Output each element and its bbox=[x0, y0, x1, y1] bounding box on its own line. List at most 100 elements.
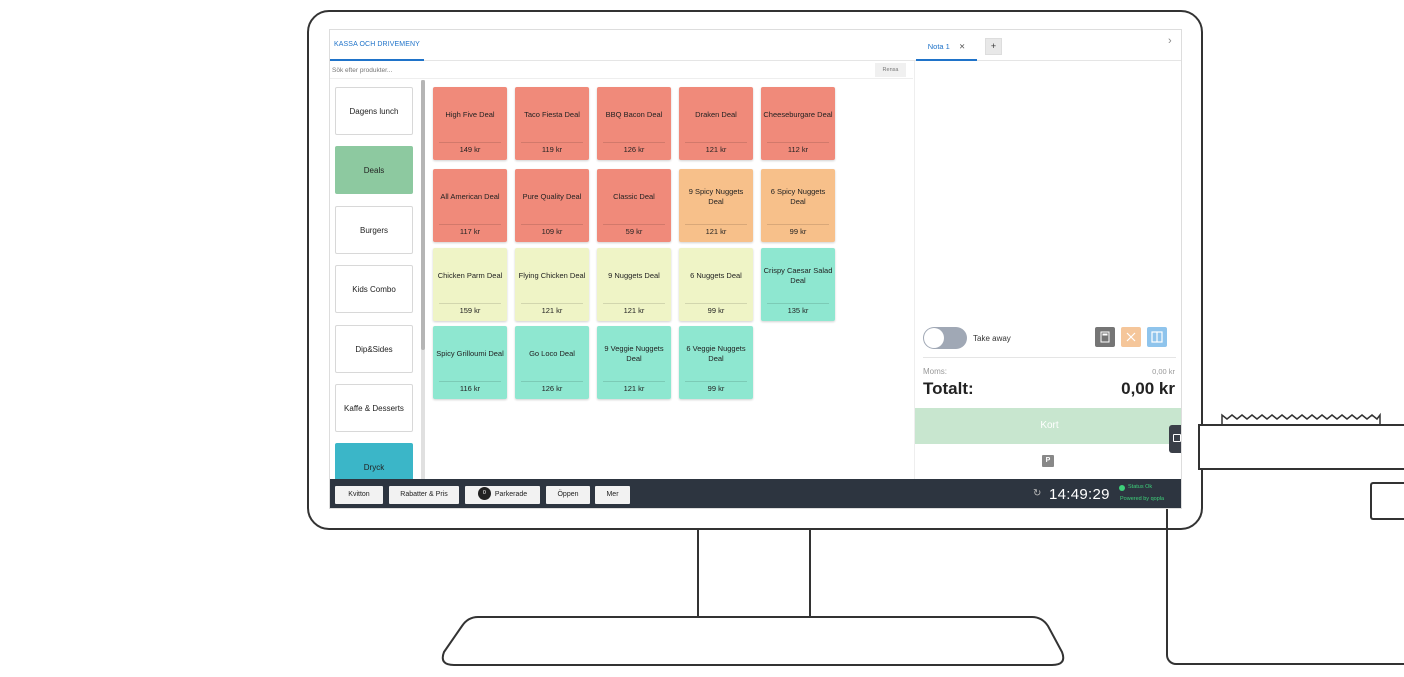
takeaway-label: Take away bbox=[973, 334, 1011, 343]
product-name: Cheeseburgare Deal bbox=[763, 109, 833, 119]
product-price: 121 kr bbox=[521, 303, 583, 317]
total-value: 0,00 kr bbox=[1121, 379, 1175, 398]
product-card[interactable]: Classic Deal 59 kr bbox=[597, 169, 671, 242]
category-dip-sides[interactable]: Dip&Sides bbox=[335, 325, 413, 373]
status-dot-icon bbox=[1119, 485, 1125, 491]
product-name: Taco Fiesta Deal bbox=[524, 109, 580, 119]
category-kids-combo[interactable]: Kids Combo bbox=[335, 265, 413, 313]
product-price: 126 kr bbox=[603, 142, 665, 156]
cancel-icon[interactable] bbox=[1121, 327, 1141, 347]
refresh-icon[interactable]: ↻ bbox=[1033, 488, 1042, 499]
product-card[interactable]: Go Loco Deal 126 kr bbox=[515, 326, 589, 399]
product-price: 121 kr bbox=[685, 142, 747, 156]
product-card[interactable]: Taco Fiesta Deal 119 kr bbox=[515, 87, 589, 160]
status-text: Status Ok bbox=[1128, 484, 1153, 490]
monitor-neck bbox=[697, 529, 699, 617]
open-button[interactable]: Öppen bbox=[546, 486, 590, 504]
side-panel-handle[interactable] bbox=[1169, 425, 1181, 453]
clock: 14:49:29 bbox=[1049, 486, 1110, 503]
product-card[interactable]: Pure Quality Deal 109 kr bbox=[515, 169, 589, 242]
parked-button[interactable]: 0 Parkerade bbox=[465, 486, 540, 504]
category-dryck[interactable]: Dryck bbox=[335, 443, 413, 479]
product-name: Draken Deal bbox=[695, 109, 737, 119]
category-burgers[interactable]: Burgers bbox=[335, 206, 413, 254]
product-price: 149 kr bbox=[439, 142, 501, 156]
product-name: Go Loco Deal bbox=[529, 348, 575, 358]
product-name: Flying Chicken Deal bbox=[518, 270, 586, 280]
product-card[interactable]: 6 Nuggets Deal 99 kr bbox=[679, 248, 753, 321]
product-card[interactable]: Flying Chicken Deal 121 kr bbox=[515, 248, 589, 321]
powered-by: Powered by qopla bbox=[1120, 496, 1165, 502]
parked-label: Parkerade bbox=[494, 491, 528, 498]
product-price: 99 kr bbox=[685, 381, 747, 395]
product-card[interactable]: Cheeseburgare Deal 112 kr bbox=[761, 87, 835, 160]
product-name: Spicy Grilloumi Deal bbox=[436, 348, 504, 358]
product-card[interactable]: Crispy Caesar Salad Deal 135 kr bbox=[761, 248, 835, 321]
category-deals[interactable]: Deals bbox=[335, 146, 413, 194]
toggle-knob bbox=[924, 328, 944, 348]
product-card[interactable]: 6 Veggie Nuggets Deal 99 kr bbox=[679, 326, 753, 399]
product-name: 9 Nuggets Deal bbox=[608, 270, 660, 280]
product-card[interactable]: Spicy Grilloumi Deal 116 kr bbox=[433, 326, 507, 399]
product-price: 119 kr bbox=[521, 142, 583, 156]
product-name: Classic Deal bbox=[613, 191, 655, 201]
product-price: 126 kr bbox=[521, 381, 583, 395]
product-card[interactable]: BBQ Bacon Deal 126 kr bbox=[597, 87, 671, 160]
product-card[interactable]: 9 Nuggets Deal 121 kr bbox=[597, 248, 671, 321]
pay-card-button[interactable]: Kort bbox=[915, 408, 1181, 444]
printer-slot bbox=[1370, 482, 1404, 520]
product-price: 159 kr bbox=[439, 303, 501, 317]
category-scrollbar[interactable] bbox=[421, 80, 425, 479]
product-price: 121 kr bbox=[603, 303, 665, 317]
tab-order[interactable]: Nota 1 ✕ bbox=[916, 30, 977, 61]
add-tab-button[interactable]: + bbox=[985, 38, 1002, 55]
product-price: 117 kr bbox=[439, 224, 501, 238]
product-name: 6 Veggie Nuggets Deal bbox=[686, 343, 746, 363]
calculator-icon[interactable] bbox=[1095, 327, 1115, 347]
receipt-printer bbox=[1198, 424, 1404, 470]
total-label: Totalt: bbox=[923, 379, 974, 398]
tab-bar: KASSA OCH DRIVEMENY Nota 1 ✕ + › bbox=[330, 30, 1181, 61]
product-name: BBQ Bacon Deal bbox=[605, 109, 663, 119]
more-button[interactable]: Mer bbox=[595, 486, 630, 504]
product-card[interactable]: 6 Spicy Nuggets Deal 99 kr bbox=[761, 169, 835, 242]
clear-search-button[interactable]: Rensa bbox=[875, 63, 906, 77]
split-icon[interactable] bbox=[1147, 327, 1167, 347]
search-input[interactable] bbox=[332, 63, 852, 77]
product-price: 109 kr bbox=[521, 224, 583, 238]
tab-menu[interactable]: KASSA OCH DRIVEMENY bbox=[330, 30, 424, 61]
product-price: 121 kr bbox=[685, 224, 747, 238]
product-name: Pure Quality Deal bbox=[522, 191, 582, 201]
product-name: 6 Nuggets Deal bbox=[690, 270, 742, 280]
chevron-right-icon[interactable]: › bbox=[1168, 35, 1172, 47]
search-bar: Rensa bbox=[330, 61, 913, 79]
product-card[interactable]: All American Deal 117 kr bbox=[433, 169, 507, 242]
product-card[interactable]: Draken Deal 121 kr bbox=[679, 87, 753, 160]
product-card[interactable]: 9 Spicy Nuggets Deal 121 kr bbox=[679, 169, 753, 242]
category-dagens-lunch[interactable]: Dagens lunch bbox=[335, 87, 413, 135]
category-kaffe-desserts[interactable]: Kaffe & Desserts bbox=[335, 384, 413, 432]
product-name: 6 Spicy Nuggets Deal bbox=[770, 186, 826, 206]
product-name: All American Deal bbox=[440, 191, 500, 201]
pos-screen: KASSA OCH DRIVEMENY Nota 1 ✕ + › Rensa D… bbox=[329, 29, 1182, 509]
footer-bar: Kvitton Rabatter & Pris 0 Parkerade Öppen… bbox=[330, 479, 1181, 508]
product-price: 135 kr bbox=[767, 303, 829, 317]
park-order-icon[interactable]: P bbox=[1042, 455, 1054, 467]
close-icon[interactable]: ✕ bbox=[958, 42, 966, 51]
product-price: 121 kr bbox=[603, 381, 665, 395]
receipts-button[interactable]: Kvitton bbox=[335, 486, 383, 504]
product-price: 99 kr bbox=[767, 224, 829, 238]
vat-value: 0,00 kr bbox=[1152, 367, 1175, 376]
parked-count-badge: 0 bbox=[477, 486, 491, 500]
product-price: 116 kr bbox=[439, 381, 501, 395]
product-card[interactable]: High Five Deal 149 kr bbox=[433, 87, 507, 160]
product-name: High Five Deal bbox=[445, 109, 495, 119]
scrollbar-thumb[interactable] bbox=[421, 80, 425, 350]
product-card[interactable]: 9 Veggie Nuggets Deal 121 kr bbox=[597, 326, 671, 399]
product-grid: High Five Deal 149 kr Taco Fiesta Deal 1… bbox=[426, 80, 913, 479]
product-card[interactable]: Chicken Parm Deal 159 kr bbox=[433, 248, 507, 321]
discounts-button[interactable]: Rabatter & Pris bbox=[389, 486, 459, 504]
product-name: Crispy Caesar Salad Deal bbox=[763, 265, 833, 285]
takeaway-toggle[interactable] bbox=[923, 327, 967, 349]
product-price: 99 kr bbox=[685, 303, 747, 317]
